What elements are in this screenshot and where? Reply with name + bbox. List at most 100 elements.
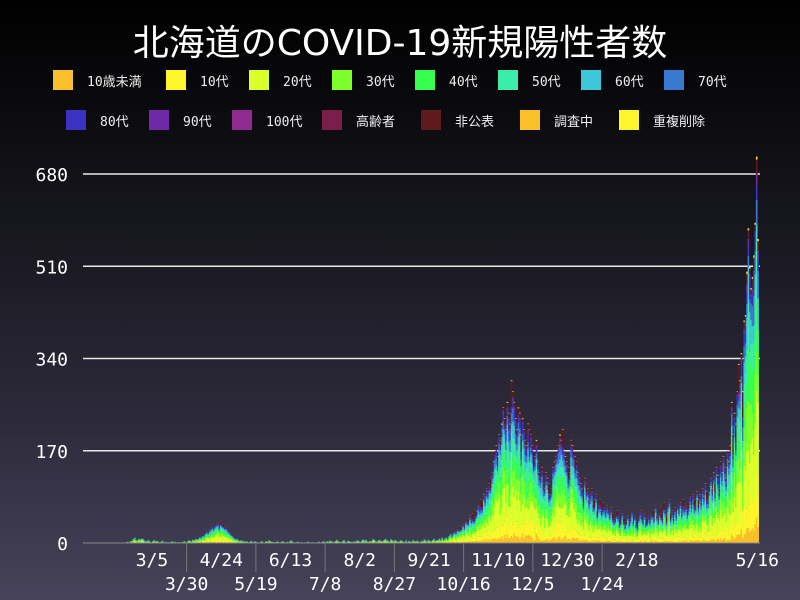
bar-segment [462,524,464,525]
bar-segment [469,541,471,543]
bar-segment [156,541,158,543]
bar-segment [437,540,439,542]
legend-label: 100代 [266,114,303,130]
bar-segment [559,434,561,436]
legend-swatch [53,70,73,90]
bar-segment [471,522,474,525]
bar-segment [567,492,570,498]
bar-segment [600,523,603,527]
bar-segment [521,462,524,475]
bar-segment [477,506,480,509]
bar-segment [212,536,215,538]
bar-segment [537,466,539,470]
bar-segment [193,541,196,542]
bar-segment [224,534,226,538]
bar-segment [192,541,194,543]
bar-segment [495,491,498,501]
bar-segment [447,541,449,543]
bar-segment [495,500,498,528]
bar-segment [501,459,503,479]
bar-segment [584,484,586,488]
bar-segment [530,434,532,438]
bar-segment [140,538,143,539]
bar-segment [556,469,559,479]
bar-segment [530,535,532,543]
bar-segment [512,397,514,401]
bar-segment [476,525,478,532]
bar-segment [196,541,199,543]
bar-segment [564,518,567,536]
bar-segment [491,479,494,484]
bar-segment [574,502,577,512]
bar-segment [140,540,143,543]
bar-segment [592,507,595,509]
bar-segment [215,525,218,528]
bar-segment [505,469,507,484]
bar-segment [539,505,542,514]
bar-segment [480,522,482,530]
bar-segment [365,541,367,543]
bar-segment [517,415,520,419]
bar-segment [476,519,478,522]
bar-segment [606,505,608,507]
bar-segment [401,542,403,543]
bar-segment [567,488,570,493]
bar-segment [201,540,204,542]
bar-segment [579,499,582,505]
bar-segment [596,541,599,543]
bar-segment [487,496,489,500]
bar-segment [534,470,536,481]
bar-segment [586,523,589,532]
bar-segment [460,531,463,533]
bar-segment [512,524,514,539]
bar-segment [474,525,477,531]
bar-segment [506,402,509,408]
bar-segment [466,524,469,526]
bar-segment [548,505,550,511]
bar-segment [462,531,464,535]
bar-segment [135,541,138,542]
bar-segment [466,523,469,525]
bar-segment [201,536,204,538]
bar-segment [570,525,572,541]
bar-segment [521,449,524,463]
bar-segment [541,509,543,519]
bar-segment [589,514,592,521]
bar-segment [521,533,524,543]
legend-label: 60代 [615,74,644,90]
bar-segment [596,510,599,516]
bar-segment [564,487,567,496]
bar-segment [591,488,593,492]
bar-segment [505,502,507,524]
bar-segment [495,449,498,451]
bar-segment [485,539,488,543]
bar-segment [466,527,469,530]
bar-segment [563,458,566,467]
bar-segment [369,542,372,543]
bar-segment [559,496,561,508]
bar-segment [222,535,225,540]
bar-segment [215,535,218,541]
bar-segment [550,489,553,491]
bar-segment [542,483,545,486]
bar-segment [516,479,518,500]
bar-segment [228,534,230,537]
bar-segment [237,541,240,543]
bar-segment [539,478,542,480]
bar-segment [564,465,567,473]
bar-segment [589,503,592,509]
bar-segment [481,523,484,527]
bar-segment [473,530,476,534]
bar-segment [591,491,593,497]
bar-segment [548,521,550,527]
bar-segment [546,482,549,485]
bar-segment [498,522,500,540]
bar-segment [606,538,608,541]
bar-segment [510,408,513,413]
bar-segment [452,535,455,538]
bar-segment [574,529,577,540]
bar-segment [545,472,548,476]
bar-segment [581,491,584,493]
bar-segment [534,461,536,467]
bar-segment [531,473,534,479]
